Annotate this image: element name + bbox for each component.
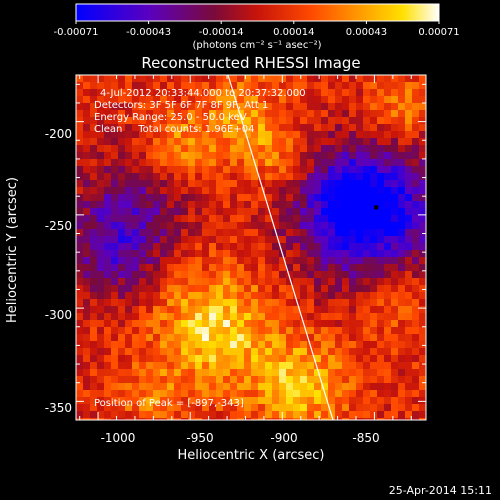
x-tick-label: -900: [270, 431, 297, 445]
colorbar-tick-label: -0.00071: [54, 27, 99, 38]
colorbar-unit-label: (photons cm⁻² s⁻¹ asec⁻²): [192, 40, 321, 51]
y-axis-title: Heliocentric Y (arcsec): [5, 177, 20, 323]
x-tick-label: -950: [186, 431, 213, 445]
colorbar-tick-label: 0.00043: [346, 27, 387, 38]
colorbar-tick-label: -0.00043: [126, 27, 171, 38]
colorbar-tick-label: 0.00014: [273, 27, 314, 38]
colorbar-ticks: [75, 21, 440, 24]
info-clean-counts: Clean Total counts: 1.96E+04: [94, 124, 254, 135]
plot-title: Reconstructed RHESSI Image: [141, 54, 360, 72]
y-tick-label: -250: [45, 219, 72, 233]
image-pixel-grid: [76, 75, 426, 420]
axis-ticks: [76, 75, 426, 421]
solar-limb-line: [227, 75, 334, 420]
x-tick-label: -1000: [101, 431, 136, 445]
y-tick-label: -200: [45, 127, 72, 141]
colorbar-gradient: [75, 3, 440, 22]
info-peak-position: Position of Peak = [-897,-343]: [94, 398, 244, 409]
colorbar-tick-label: 0.00071: [418, 27, 459, 38]
info-detectors: Detectors: 3F 5F 6F 7F 8F 9F, Att 1: [94, 100, 268, 111]
timestamp: 25-Apr-2014 15:11: [389, 484, 492, 497]
x-axis-title: Heliocentric X (arcsec): [178, 448, 325, 463]
plot-frame: [75, 74, 427, 421]
info-energy-range: Energy Range: 25.0 - 50.0 keV: [94, 112, 247, 123]
y-tick-label: -300: [45, 308, 72, 322]
peak-marker: [374, 205, 379, 210]
info-time-range: 4-Jul-2012 20:33:44.000 to 20:37:32.000: [100, 88, 306, 99]
y-tick-label: -350: [45, 401, 72, 415]
colorbar-tick-label: -0.00014: [199, 27, 244, 38]
reconstructed-image: [76, 75, 426, 420]
x-tick-label: -850: [352, 431, 379, 445]
colorbar: -0.00071 -0.00043 -0.00014 0.00014 0.000…: [54, 3, 460, 51]
